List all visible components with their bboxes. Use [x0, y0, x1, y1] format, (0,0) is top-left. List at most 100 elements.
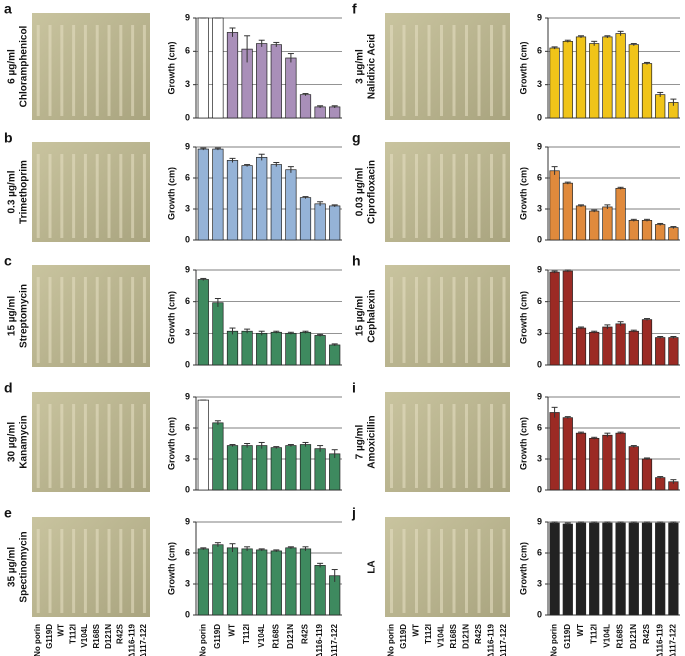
- bar: [615, 187, 626, 241]
- bar: [256, 445, 268, 491]
- plate-streak: [490, 154, 493, 238]
- bar: [589, 437, 600, 491]
- bar: [641, 522, 653, 616]
- bar: [226, 547, 239, 616]
- plate-streak: [131, 25, 135, 116]
- bar: [299, 444, 312, 491]
- y-tick-label: 0: [537, 359, 542, 369]
- plate-streak: [415, 25, 418, 116]
- drug-label: Nalidixic Acid: [367, 34, 378, 99]
- plate-streak: [452, 529, 456, 613]
- bar: [575, 205, 587, 241]
- bar: [285, 169, 297, 241]
- x-tick-label: R168S: [92, 623, 101, 648]
- bar: [668, 522, 679, 616]
- plate-streak: [415, 529, 418, 613]
- plate-streak: [490, 277, 493, 363]
- bar: [628, 220, 639, 241]
- plate-photo: [385, 142, 510, 242]
- bar: [270, 164, 282, 241]
- y-tick-label: 9: [185, 264, 190, 274]
- y-axis-label: Growth (cm): [518, 417, 528, 470]
- y-axis-label: Growth (cm): [518, 542, 528, 595]
- plate-streak: [107, 277, 111, 363]
- plate-photo: [385, 392, 510, 492]
- bar: [299, 548, 312, 616]
- plate-streak: [402, 277, 406, 363]
- plate-streak: [390, 404, 393, 488]
- bar: [314, 203, 326, 241]
- x-tick-label: R42S: [301, 623, 310, 644]
- drug-label: Ciprofloxacin: [367, 160, 378, 224]
- y-tick-label: 9: [185, 516, 190, 526]
- x-tick-label: R168S: [271, 623, 280, 648]
- y-axis-label: Growth (cm): [166, 167, 176, 220]
- plate-streak: [490, 529, 493, 613]
- plate-streak: [465, 277, 468, 363]
- plate-streak: [83, 404, 87, 488]
- bar: [628, 330, 639, 366]
- plate-streak: [427, 154, 431, 238]
- bar: [241, 330, 253, 366]
- plate-streak: [142, 277, 146, 363]
- y-tick-label: 6: [185, 547, 190, 557]
- bar: [589, 522, 600, 616]
- x-tick-label: G119D: [213, 624, 222, 649]
- y-tick-label: 0: [185, 112, 190, 122]
- bar: [615, 432, 626, 491]
- bar: [628, 44, 639, 119]
- panel-letter: d: [4, 380, 13, 396]
- plate-streak: [502, 25, 506, 116]
- y-tick-label: 0: [185, 359, 190, 369]
- plate-streak: [95, 25, 99, 116]
- plate-streak: [83, 154, 87, 238]
- x-tick-label: No porin: [550, 624, 559, 656]
- y-tick-label: 3: [537, 203, 542, 213]
- bar: [641, 319, 653, 366]
- plate-streak: [83, 529, 87, 613]
- y-axis-label: Growth (cm): [518, 167, 528, 220]
- bar: [226, 160, 239, 241]
- y-tick-label: 9: [537, 391, 542, 401]
- y-tick-label: 0: [537, 234, 542, 244]
- x-tick-label: D121N: [461, 624, 470, 649]
- drug-label: Amoxicillin: [367, 415, 378, 468]
- plate-streak: [36, 154, 40, 238]
- y-tick-label: 6: [185, 172, 190, 182]
- plate-streak: [502, 154, 506, 238]
- drug-label: Chloramphenicol: [19, 25, 30, 107]
- plate-streak: [131, 154, 135, 238]
- plate-streak: [48, 404, 52, 488]
- plate-streak: [440, 25, 443, 116]
- y-tick-label: 3: [185, 79, 190, 89]
- plate-streak: [440, 277, 443, 363]
- bar: [575, 522, 587, 616]
- bar: [270, 44, 282, 119]
- plate-streak: [452, 154, 456, 238]
- bar: [562, 270, 573, 366]
- y-tick-label: 9: [537, 12, 542, 22]
- y-tick-label: 9: [537, 141, 542, 151]
- bar: [241, 548, 253, 616]
- plate-streak: [415, 154, 418, 238]
- x-tick-label: WT: [57, 624, 66, 637]
- y-tick-label: 3: [185, 203, 190, 213]
- plate-streak: [60, 404, 64, 488]
- dose-label: 15 µg/ml: [7, 296, 18, 336]
- x-tick-label: Δ117-122: [139, 623, 148, 656]
- dose-label: 30 µg/ml: [7, 422, 18, 462]
- y-tick-label: 0: [185, 484, 190, 494]
- panel-letter: e: [4, 505, 12, 521]
- plate-streak: [477, 404, 481, 488]
- bar: [655, 94, 666, 119]
- plate-streak: [36, 404, 40, 488]
- bar: [615, 522, 626, 616]
- plate-streak: [390, 154, 393, 238]
- x-tick-label: R42S: [642, 623, 651, 644]
- bar: [615, 33, 626, 119]
- bar: [602, 522, 613, 616]
- bar: [197, 148, 209, 241]
- plate-streak: [142, 529, 146, 613]
- drug-label: LA: [367, 560, 378, 573]
- plate-streak: [402, 404, 406, 488]
